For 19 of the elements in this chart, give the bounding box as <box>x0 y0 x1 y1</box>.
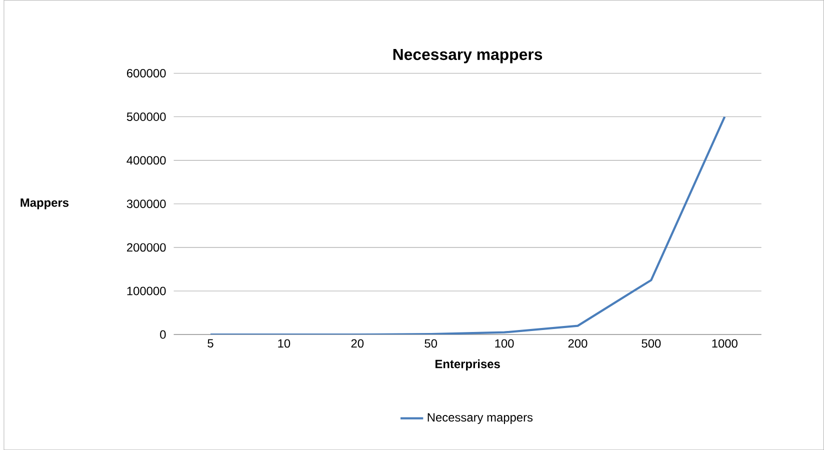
x-tick-label: 100 <box>495 339 514 348</box>
x-tick-label: 20 <box>351 339 364 348</box>
x-tick-label: 5 <box>208 339 214 348</box>
y-tick-label: 500000 <box>126 112 166 121</box>
x-axis-title: Enterprises <box>436 359 500 370</box>
x-tick-label: 50 <box>424 339 438 348</box>
y-tick-label: 100000 <box>127 286 166 296</box>
y-axis-title: Mappers <box>20 198 69 210</box>
chart-title: Necessary mappers <box>393 48 542 64</box>
y-tick-label: 0 <box>160 330 166 339</box>
x-tick-label: 200 <box>568 339 588 348</box>
y-tick-label: 200000 <box>127 243 166 252</box>
x-tick-label: 1000 <box>712 339 738 348</box>
y-tick-label: 300000 <box>126 200 166 208</box>
legend-label: Necessary mappers <box>428 413 533 424</box>
y-tick-label: 400000 <box>126 156 166 164</box>
x-tick-label: 10 <box>278 339 290 348</box>
x-tick-label: 500 <box>642 339 661 348</box>
y-tick-label: 600000 <box>127 68 166 78</box>
